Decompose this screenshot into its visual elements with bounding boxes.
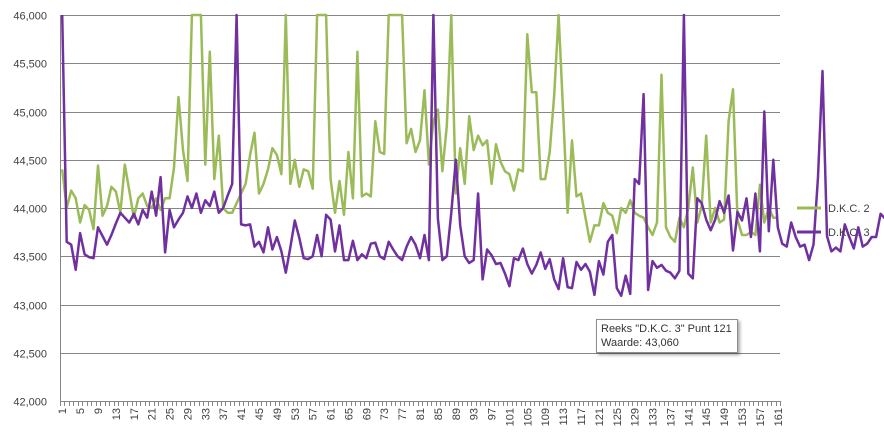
data-point-tooltip: Reeks "D.K.C. 3" Punt 121 Waarde: 43,060 <box>596 319 738 353</box>
y-tick-label: 44,000 <box>13 204 47 216</box>
y-tick-label: 42,500 <box>13 349 47 361</box>
legend-label: D.K.C. 3 <box>828 227 870 239</box>
x-tick-label: 145 <box>701 408 713 426</box>
x-tick-label: 85 <box>433 408 445 420</box>
x-tick-label: 149 <box>719 408 731 426</box>
x-tick-label: 45 <box>254 408 266 420</box>
x-tick-label: 17 <box>129 408 141 420</box>
series-line-2[interactable] <box>60 13 884 298</box>
x-tick-label: 77 <box>397 408 409 420</box>
x-tick-label: 37 <box>218 408 230 420</box>
x-tick-label: 105 <box>522 408 534 426</box>
series-line-1[interactable] <box>60 13 778 244</box>
x-tick-label: 21 <box>147 408 159 420</box>
y-tick-label: 45,000 <box>13 108 47 120</box>
x-tick-label: 41 <box>236 408 248 420</box>
x-tick-label: 9 <box>93 408 105 414</box>
x-tick-label: 69 <box>361 408 373 420</box>
y-tick-label: 42,000 <box>13 397 47 409</box>
y-tick-label: 44,500 <box>13 156 47 168</box>
y-tick-label: 46,000 <box>13 11 47 23</box>
tooltip-value: Waarde: 43,060 <box>601 337 679 349</box>
x-tick-label: 125 <box>612 408 624 426</box>
x-tick-label: 25 <box>165 408 177 420</box>
x-tick-label: 5 <box>75 408 87 414</box>
x-tick-label: 137 <box>665 408 677 426</box>
x-tick-label: 53 <box>290 408 302 420</box>
x-tick-label: 161 <box>773 408 785 426</box>
x-tick-label: 65 <box>343 408 355 420</box>
x-tick-label: 33 <box>200 408 212 420</box>
x-tick-label: 121 <box>594 408 606 426</box>
x-tick-label: 81 <box>415 408 427 420</box>
x-tick-label: 129 <box>630 408 642 426</box>
y-axis: 42,000 42,500 43,000 43,500 44,000 44,500 45,0… <box>13 11 61 409</box>
x-tick-label: 97 <box>487 408 499 420</box>
tooltip-series-point: Reeks "D.K.C. 3" Punt 121 <box>601 323 732 335</box>
x-tick-label: 157 <box>755 408 767 426</box>
x-tick-label: 133 <box>648 408 660 426</box>
legend[interactable]: D.K.C. 2 D.K.C. 3 <box>797 203 870 239</box>
x-tick-label: 109 <box>540 408 552 426</box>
x-tick-label: 89 <box>451 408 463 420</box>
x-tick-label: 29 <box>182 408 194 420</box>
x-tick-label: 13 <box>111 408 123 420</box>
x-tick-label: 153 <box>737 408 749 426</box>
x-tick-label: 113 <box>558 408 570 426</box>
x-tick-label: 101 <box>504 408 516 426</box>
x-tick-label: 61 <box>326 408 338 420</box>
x-tick-label: 57 <box>308 408 320 420</box>
legend-label: D.K.C. 2 <box>828 203 870 215</box>
y-tick-label: 43,500 <box>13 252 47 264</box>
x-tick-label: 117 <box>576 408 588 426</box>
x-tick-label: 73 <box>379 408 391 420</box>
y-tick-label: 43,000 <box>13 301 47 313</box>
x-tick-label: 49 <box>272 408 284 420</box>
x-tick-label: 1 <box>57 408 69 414</box>
series-lines <box>60 13 884 298</box>
y-tick-label: 45,500 <box>13 59 47 71</box>
x-axis: 1 5 9 13 17 21 25 29 33 37 41 45 49 53 57 61 65 69 73 77 81 8… <box>57 401 785 426</box>
x-tick-label: 93 <box>469 408 481 420</box>
x-tick-label: 141 <box>683 408 695 426</box>
